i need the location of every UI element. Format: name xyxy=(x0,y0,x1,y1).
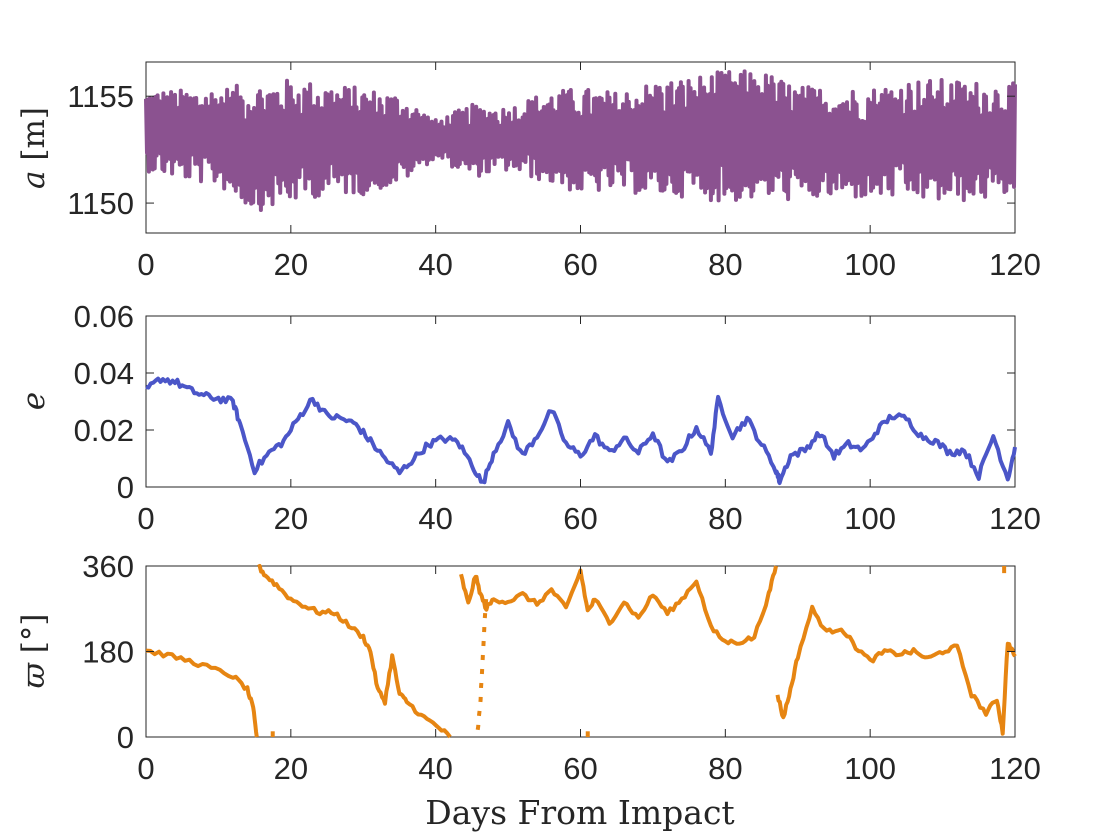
x-tick-label: 120 xyxy=(989,751,1041,786)
series-line-varpi-seg3 xyxy=(459,565,778,646)
x-tick-label: 20 xyxy=(274,247,308,282)
x-tick-label: 80 xyxy=(708,751,742,786)
x-tick-label: 60 xyxy=(563,247,597,282)
plot-area-e xyxy=(145,315,1016,488)
x-tick-label: 80 xyxy=(708,247,742,282)
x-tick-label: 40 xyxy=(418,247,452,282)
y-tick-label: 1150 xyxy=(67,186,134,221)
series-e xyxy=(145,376,1017,485)
x-tick-label: 20 xyxy=(274,501,308,536)
y-tick-label: 0.02 xyxy=(74,413,134,448)
x-tick-label: 100 xyxy=(844,247,896,282)
y-tick-label: 0.06 xyxy=(74,299,134,334)
x-tick-label: 60 xyxy=(563,501,597,536)
x-tick-label: 100 xyxy=(844,501,896,536)
x-tick-label: 40 xyxy=(418,501,452,536)
series-line-a xyxy=(144,69,1017,212)
series-line-varpi-seg4 xyxy=(775,604,1017,736)
x-tick-label: 60 xyxy=(563,751,597,786)
series-line-varpi-seg3-glitch xyxy=(475,594,489,731)
y-tick-label: 360 xyxy=(82,549,134,584)
x-tick-label: 0 xyxy=(137,501,154,536)
y-tick-label: 1155 xyxy=(67,79,134,114)
x-tick-label: 20 xyxy=(274,751,308,786)
series-line-varpi-seg2 xyxy=(257,564,452,739)
x-tick-label: 120 xyxy=(989,501,1041,536)
x-tick-label: 0 xyxy=(137,751,154,786)
panel-eccentricity: 0 20 40 60 80 100 120 0 0.02 0.04 0.06 e xyxy=(16,299,1041,536)
xlabel: Days From Impact xyxy=(425,793,734,832)
ylabel-e: e xyxy=(16,392,52,410)
y-tick-label: 0 xyxy=(117,720,134,755)
series-line-varpi-seg1 xyxy=(145,648,259,738)
series-line-e xyxy=(145,376,1017,485)
x-tick-label: 80 xyxy=(708,501,742,536)
x-tick-label: 0 xyxy=(137,247,154,282)
y-tick-label: 0 xyxy=(117,470,134,505)
x-tick-label: 120 xyxy=(989,247,1041,282)
x-tick-label: 100 xyxy=(844,751,896,786)
ylabel-a: a [m] xyxy=(16,107,52,189)
panel-semi-major-axis: 0 20 40 60 80 100 120 1150 1155 a [m] xyxy=(16,61,1041,282)
series-a xyxy=(144,69,1017,212)
series-varpi xyxy=(145,564,1017,739)
ylabel-varpi: ϖ [°] xyxy=(16,614,52,689)
y-tick-label: 180 xyxy=(82,635,134,670)
y-tick-label: 0.04 xyxy=(74,356,134,391)
panel-longitude-of-periapsis: 0 20 40 60 80 100 120 0 180 360 ϖ [°] Days From I… xyxy=(16,549,1041,832)
x-tick-label: 40 xyxy=(418,751,452,786)
